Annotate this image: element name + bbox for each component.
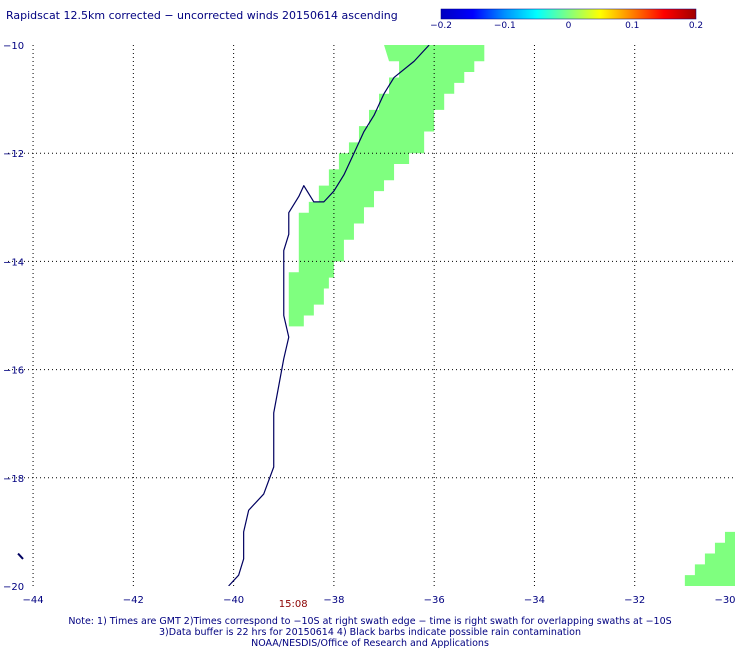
lat-tick-label: −16 (3, 366, 24, 377)
lon-tick-label: −36 (424, 595, 445, 606)
lat-tick-label: −14 (3, 257, 24, 268)
footer-line-1: Note: 1) Times are GMT 2)Times correspon… (68, 616, 672, 627)
lon-tick-label: −42 (123, 595, 144, 606)
wind-swath (288, 45, 485, 327)
lon-tick-label: −32 (624, 595, 645, 606)
footer-line-3: NOAA/NESDIS/Office of Research and Appli… (251, 638, 489, 649)
swath-time-label: 15:08 (278, 599, 308, 610)
map-title: Rapidscat 12.5km corrected − uncorrected… (6, 9, 398, 22)
footer-notes: Note: 1) Times are GMT 2)Times correspon… (0, 616, 740, 649)
coastline (228, 45, 430, 586)
lon-tick-label: −30 (714, 595, 735, 606)
footer-line-2: 3)Data buffer is 22 hrs for 20150614 4) … (159, 627, 581, 638)
colorbar-tick-label: −0.1 (493, 21, 516, 31)
wind-swath-corner (684, 531, 735, 586)
lon-tick-label: −38 (323, 595, 344, 606)
lon-tick-label: −44 (23, 595, 44, 606)
lat-tick-label: −10 (3, 41, 24, 52)
colorbar-tick-label: 0.2 (688, 21, 704, 31)
colorbar (440, 8, 697, 20)
lat-tick-label: −18 (3, 474, 24, 485)
island (17, 552, 24, 560)
colorbar-tick-label: −0.2 (430, 21, 452, 31)
lon-tick-label: −40 (223, 595, 244, 606)
colorbar-tick-label: 0 (565, 21, 572, 31)
lat-tick-label: −20 (3, 582, 24, 593)
colorbar-tick-label: 0.1 (625, 21, 640, 31)
lon-tick-label: −34 (524, 595, 545, 606)
lat-tick-label: −12 (3, 149, 24, 160)
